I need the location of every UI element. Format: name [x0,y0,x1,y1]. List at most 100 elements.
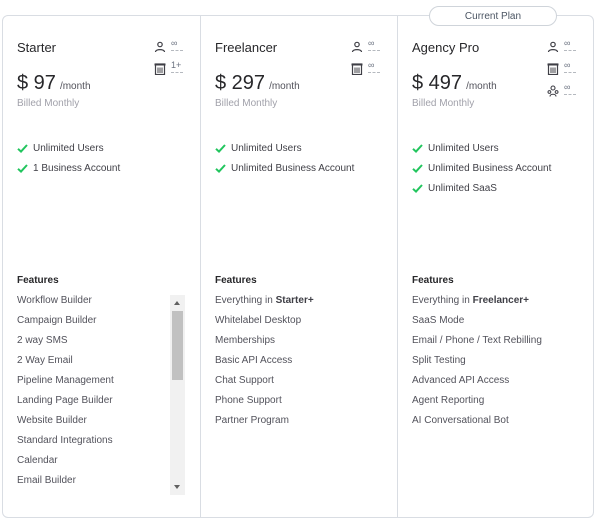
limit-value: 1+ [171,60,182,70]
plan-card-starter[interactable]: Starter ∞ 1+ $ 97/month Billed Monthly U… [3,16,200,517]
billing-cycle: Billed Monthly [215,98,278,109]
limit-underline [564,94,576,95]
highlight-label: Unlimited Business Account [231,163,355,174]
feature-item: SaaS Mode [412,315,465,326]
limit-underline [564,50,576,51]
plan-price: $ 497/month [412,72,497,95]
plan-name: Freelancer [215,40,278,55]
plan-price: $ 97/month [17,72,91,95]
highlight-label: Unlimited Users [231,143,302,154]
check-icon [215,164,226,174]
limit-value: ∞ [171,38,178,48]
feature-item-lead: Everything in Starter+ [215,295,383,315]
check-icon [412,144,423,154]
feature-item: Phone Support [215,395,282,406]
plan-name: Starter [17,40,57,55]
feature-lead-plan: Starter+ [275,295,314,306]
highlight-label: Unlimited Business Account [428,163,552,174]
highlight-item: 1 Business Account [17,162,120,182]
feature-item: Pipeline Management [17,375,114,386]
limit-value: ∞ [368,38,375,48]
feature-item: Memberships [215,335,276,346]
price-period: /month [269,81,300,92]
limit-users: ∞ [547,37,581,59]
plan-highlights: Unlimited Users 1 Business Account [17,142,120,182]
check-icon [17,164,28,174]
limit-underline [171,50,183,51]
features-heading: Features [412,275,454,286]
plan-limits: ∞ ∞ [351,37,385,81]
price-amount: $ 297 [215,72,266,94]
highlight-label: Unlimited Users [33,143,104,154]
plan-highlights: Unlimited Users Unlimited Business Accou… [215,142,354,182]
check-icon [412,184,423,194]
limit-users: ∞ [154,37,188,59]
features-heading: Features [17,275,59,286]
features-list: Everything in Starter+ Whitelabel Deskto… [215,295,383,495]
building-icon [547,63,559,75]
features-list[interactable]: Workflow Builder Campaign Builder 2 way … [17,295,185,495]
highlight-item: Unlimited Users [17,142,120,162]
limit-value: ∞ [564,60,571,70]
feature-lead-text: Everything in [215,295,276,306]
user-icon [547,41,559,53]
check-icon [17,144,28,154]
scrollbar-thumb[interactable] [172,311,183,380]
check-icon [412,164,423,174]
feature-item: Email Builder [17,475,76,486]
plan-limits: ∞ ∞ ∞ [547,37,581,103]
plan-name: Agency Pro [412,40,480,55]
features-heading: Features [215,275,257,286]
check-icon [215,144,226,154]
limit-value: ∞ [564,38,571,48]
feature-item: Partner Program [215,415,289,426]
feature-item: Chat Support [215,375,274,386]
price-period: /month [59,81,91,92]
feature-item: 2 way SMS [17,335,68,346]
feature-item: Advanced API Access [412,375,510,386]
saas-users-icon [547,85,559,97]
price-amount: $ 497 [412,72,463,94]
feature-item: Split Testing [412,355,466,366]
scroll-down-arrow-icon[interactable] [174,485,180,489]
highlight-item: Unlimited Users [215,142,354,162]
limit-underline [171,72,183,73]
feature-lead-text: Everything in [412,295,473,306]
pricing-plans: Starter ∞ 1+ $ 97/month Billed Monthly U… [2,15,594,518]
limit-business-accounts: ∞ [351,59,385,81]
limit-users: ∞ [351,37,385,59]
feature-item: Workflow Builder [17,295,92,306]
limit-saas: ∞ [547,81,581,103]
feature-item: AI Conversational Bot [412,415,509,426]
highlight-label: 1 Business Account [33,163,121,174]
feature-item: Landing Page Builder [17,395,113,406]
feature-item-lead: Everything in Freelancer+ [412,295,580,315]
feature-lead-plan: Freelancer+ [472,295,530,306]
highlight-label: Unlimited SaaS [428,183,497,194]
feature-item: Email / Phone / Text Rebilling [412,335,542,346]
limit-value: ∞ [564,82,571,92]
billing-cycle: Billed Monthly [412,98,475,109]
plan-limits: ∞ 1+ [154,37,188,81]
feature-item: Basic API Access [215,355,293,366]
limit-underline [564,72,576,73]
limit-value: ∞ [368,60,375,70]
billing-cycle: Billed Monthly [17,98,80,109]
feature-item: Campaign Builder [17,315,97,326]
feature-item: Website Builder [17,415,87,426]
limit-business-accounts: ∞ [547,59,581,81]
features-scrollbar[interactable] [170,295,185,495]
highlight-item: Unlimited SaaS [412,182,551,202]
building-icon [351,63,363,75]
user-icon [154,41,166,53]
highlight-item: Unlimited Business Account [412,162,551,182]
highlight-item: Unlimited Users [412,142,551,162]
plan-card-agency-pro[interactable]: Agency Pro ∞ ∞ ∞ $ 497/month Billed Mont… [397,16,593,517]
highlight-item: Unlimited Business Account [215,162,354,182]
limit-business-accounts: 1+ [154,59,188,81]
scroll-up-arrow-icon[interactable] [174,301,180,305]
plan-card-freelancer[interactable]: Freelancer ∞ ∞ $ 297/month Billed Monthl… [200,16,397,517]
building-icon [154,63,166,75]
feature-item: 2 Way Email [17,355,73,366]
plan-price: $ 297/month [215,72,300,95]
